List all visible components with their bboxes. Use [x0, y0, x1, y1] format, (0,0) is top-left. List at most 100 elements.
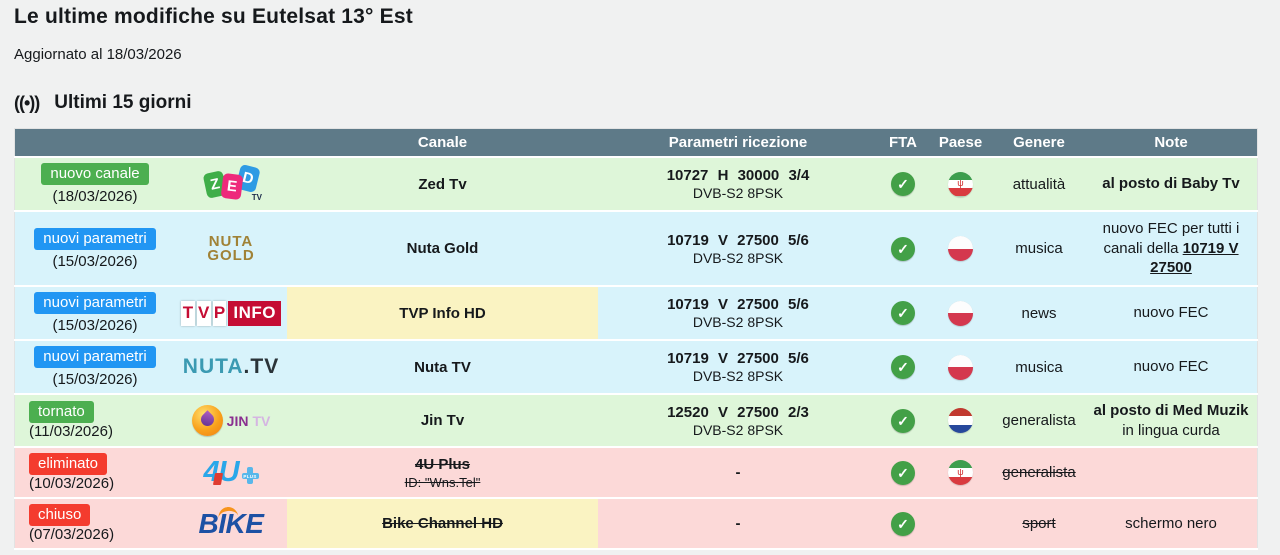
- fta-cell: ✓: [878, 286, 928, 341]
- channel-cell: Jin Tv: [287, 394, 598, 448]
- fta-check-icon: ✓: [891, 460, 915, 485]
- change-cell: nuovi parametri (15/03/2026): [14, 340, 175, 395]
- iran-flag-icon: ψ: [948, 460, 973, 485]
- column-header-parametri-ricezione: Parametri ricezione: [598, 128, 878, 158]
- params-cell: -: [598, 447, 878, 499]
- fta-cell: ✓: [878, 498, 928, 550]
- table-row: tornato (11/03/2026) JIN TV Jin Tv 12520 V 2…: [14, 394, 1258, 448]
- params-line2: DVB-S2 8PSK: [692, 249, 784, 266]
- fta-cell: ✓: [878, 157, 928, 212]
- note-cell: nuovo FEC: [1085, 340, 1258, 395]
- change-date: (10/03/2026): [29, 475, 115, 492]
- country-cell: [928, 498, 993, 550]
- channel-name: Zed Tv: [418, 175, 467, 193]
- flag-stripe: [948, 236, 973, 249]
- iran-emblem: ψ: [957, 466, 964, 477]
- change-info: nuovi parametri (15/03/2026): [21, 346, 169, 388]
- flag-stripe: [948, 354, 973, 367]
- note-text: schermo nero: [1125, 514, 1217, 532]
- logo-text: JIN: [226, 412, 249, 429]
- table-head: Canale Parametri ricezione FTA Paese Genere N…: [14, 128, 1258, 158]
- logo-text: GOLD: [207, 246, 255, 264]
- flag-stripe: [948, 171, 973, 180]
- poland-flag-icon: [948, 300, 973, 326]
- plus-icon: PLUS: [241, 467, 259, 484]
- logo-cell: BIKE: [175, 498, 287, 550]
- channel-logo-fouru: 4U PLUS: [181, 456, 281, 488]
- channel-cell: Nuta TV: [287, 340, 598, 395]
- channel-cell: Nuta Gold: [287, 211, 598, 287]
- genre-cell: generalista: [993, 447, 1085, 499]
- change-date: (07/03/2026): [29, 526, 115, 543]
- country-cell: [928, 286, 993, 341]
- params-cell: 10719 V 27500 5/6 DVB-S2 8PSK: [598, 286, 878, 341]
- change-info: eliminato (10/03/2026): [21, 453, 169, 492]
- fta-cell: ✓: [878, 447, 928, 499]
- channel-cell: TVP Info HD: [287, 286, 598, 341]
- params-cell: 10719 V 27500 5/6 DVB-S2 8PSK: [598, 211, 878, 287]
- note-cell: schermo nero: [1085, 498, 1258, 550]
- genre-cell: musica: [993, 340, 1085, 395]
- logo-cell: Z E D TV: [175, 157, 287, 212]
- logo-text: 4U: [203, 456, 239, 488]
- logo-text: NUTA: [208, 232, 254, 250]
- params-line1: 12520 V 27500 2/3: [667, 403, 809, 421]
- table-row: nuovi parametri (15/03/2026) T V P INFO TVP In…: [14, 286, 1258, 341]
- channel-name: Bike Channel HD: [382, 515, 503, 532]
- change-cell: nuovi parametri (15/03/2026): [14, 211, 175, 287]
- logo-cell: NUTA GOLD: [175, 211, 287, 287]
- channel-logo-zed: Z E D TV: [200, 163, 262, 205]
- table-row: nuovi parametri (15/03/2026) NUTA .TV Nuta T…: [14, 340, 1258, 395]
- change-badge: nuovi parametri: [34, 292, 156, 314]
- note-text: nuovo FEC: [1133, 358, 1209, 376]
- params-line2: DVB-S2 8PSK: [692, 368, 784, 384]
- params-line1: 10719 V 27500 5/6: [667, 296, 809, 313]
- params-cell: 10727 H 30000 3/4 DVB-S2 8PSK: [598, 157, 878, 212]
- logo-accent: [213, 473, 224, 485]
- note-text: nuovo FEC: [1133, 304, 1209, 322]
- fta-cell: ✓: [878, 211, 928, 287]
- genre-cell: attualità: [993, 157, 1085, 212]
- flag-stripe: [948, 313, 973, 326]
- country-cell: [928, 340, 993, 395]
- flag-stripe: [948, 476, 973, 485]
- change-info: nuovo canale (18/03/2026): [21, 163, 169, 205]
- netherlands-flag-icon: [948, 408, 973, 433]
- changes-table: Canale Parametri ricezione FTA Paese Genere N…: [14, 128, 1258, 550]
- change-date: (15/03/2026): [52, 371, 138, 388]
- flame-icon: [191, 405, 223, 436]
- note-cell: al posto di Med Muzik in lingua curda: [1085, 394, 1258, 448]
- column-header-genere: Genere: [993, 128, 1085, 158]
- genre-label: sport: [1022, 515, 1056, 532]
- broadcast-icon: ((•)): [14, 92, 40, 113]
- params-cell: -: [598, 498, 878, 550]
- genre-label: generalista: [1002, 412, 1076, 429]
- table-row: chiuso (07/03/2026) BIKE Bike Channel HD - ✓…: [14, 498, 1258, 550]
- flag-stripe: [948, 460, 973, 469]
- column-header-note: Note: [1085, 128, 1258, 158]
- channel-logo-tvp: T V P INFO: [181, 300, 281, 326]
- flag-stripe: [948, 179, 973, 189]
- logo-text: .TV: [243, 355, 280, 378]
- logo-letter: T: [181, 300, 195, 326]
- fta-check-icon: ✓: [891, 236, 915, 261]
- logo-text: NUTA: [182, 355, 244, 378]
- logo-subtext: PLUS: [243, 473, 257, 479]
- fta-cell: ✓: [878, 340, 928, 395]
- note-link[interactable]: 10719 V 27500: [1150, 239, 1239, 277]
- params-line1: 10727 H 30000 3/4: [666, 167, 810, 184]
- fta-cell: ✓: [878, 394, 928, 448]
- flag-stripe: [948, 424, 973, 433]
- header-row: Canale Parametri ricezione FTA Paese Genere N…: [14, 128, 1258, 158]
- table-row: nuovi parametri (15/03/2026) NUTA GOLD Nuta …: [14, 211, 1258, 287]
- change-date: (15/03/2026): [52, 317, 138, 334]
- column-header-empty: [14, 128, 175, 158]
- iran-emblem: ψ: [957, 178, 964, 189]
- change-date: (18/03/2026): [52, 188, 138, 205]
- section-title: Ultimi 15 giorni: [54, 92, 192, 113]
- country-cell: ψ: [928, 447, 993, 499]
- note-cell: nuovo FEC: [1085, 286, 1258, 341]
- note-cell: al posto di Baby Tv: [1085, 157, 1258, 212]
- change-info: chiuso (07/03/2026): [21, 504, 169, 543]
- logo-cell: NUTA .TV: [175, 340, 287, 395]
